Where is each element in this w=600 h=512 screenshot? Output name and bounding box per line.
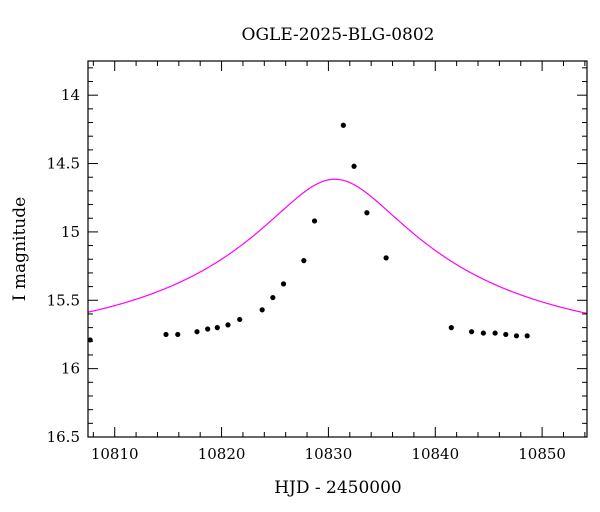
plot-frame [87,60,588,438]
data-point [301,258,307,264]
model-curve-layer [87,178,588,314]
data-point [503,331,509,338]
y-tick-label: 15 [61,223,80,241]
data-point [340,122,346,128]
data-point [448,325,454,331]
x-axis-label: HJD - 2450000 [274,478,402,498]
y-axis: 14 14.5 15 15.5 16 16.5 [47,67,587,446]
data-point [513,333,520,339]
chart-title: OGLE-2025-BLG-0802 [242,25,435,45]
data-point [364,210,370,216]
x-tick-label: 10830 [305,445,353,463]
data-point [214,325,220,331]
y-tick-label: 14.5 [47,155,80,173]
x-axis: 10810 10820 10830 10840 10850 [91,61,586,463]
data-point [480,330,486,336]
data-points-layer [87,122,530,343]
x-tick-label: 10820 [198,445,246,463]
data-point [280,281,287,287]
y-tick-label: 15.5 [47,291,80,309]
data-point [468,329,475,335]
data-point [225,322,231,328]
x-tick-label: 10840 [411,445,459,463]
data-point [270,294,276,301]
data-point [205,326,211,332]
y-tick-label: 14 [61,86,80,104]
data-point [311,218,318,224]
data-point [237,316,243,323]
data-point [383,255,389,261]
data-point [194,329,200,335]
model-curve [87,178,588,314]
x-tick-label: 10850 [518,445,566,463]
data-point [175,331,181,338]
x-tick-label: 10810 [91,445,139,463]
data-point [163,331,169,338]
data-point [524,333,530,339]
y-tick-label: 16 [61,360,80,378]
data-point [259,307,265,313]
y-tick-label: 16.5 [47,428,80,446]
data-point [351,163,357,169]
y-axis-label: I magnitude [10,197,30,301]
data-point [492,330,498,336]
